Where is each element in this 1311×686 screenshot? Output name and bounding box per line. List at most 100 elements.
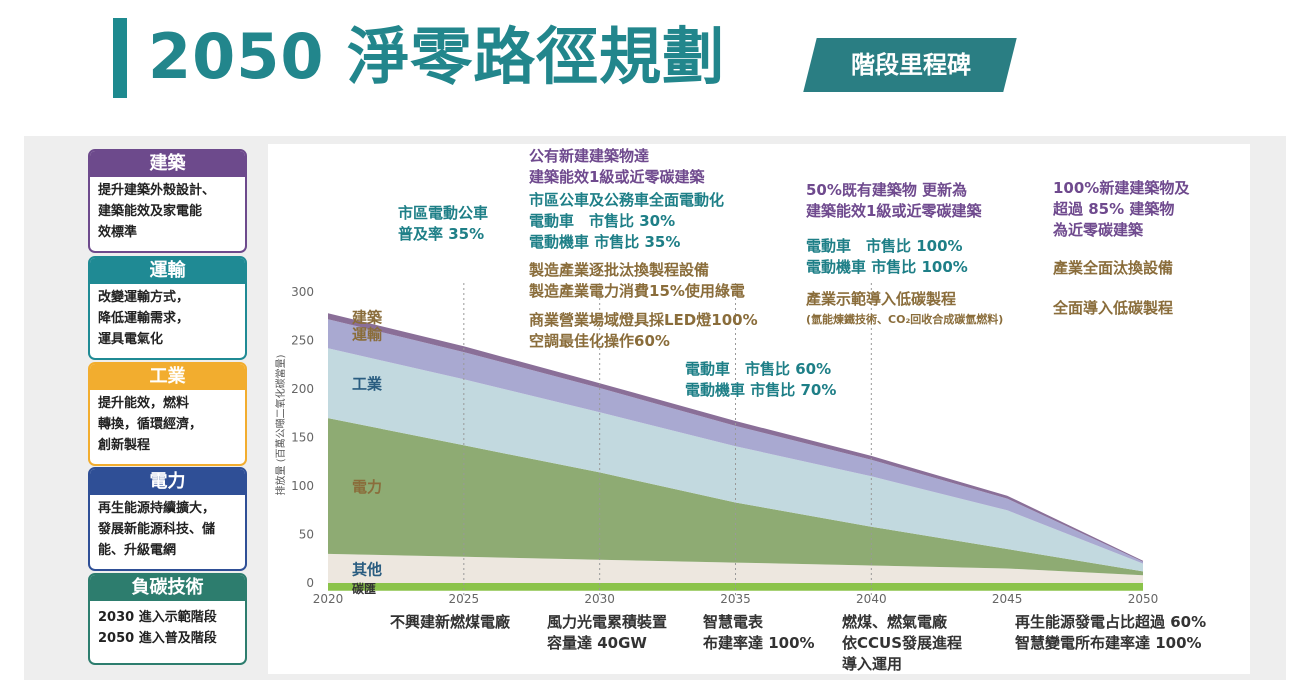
y-tick-label: 150 bbox=[291, 431, 314, 445]
sector-card-power: 電力 再生能源持續擴大， 發展新能源科技、儲 能、升級電網 bbox=[88, 467, 247, 571]
milestone-line: 建築能效1級或近零碳建築 bbox=[806, 202, 982, 220]
x-tick-label: 2020 bbox=[313, 592, 344, 606]
y-tick-label: 0 bbox=[306, 576, 314, 590]
milestone-2050-building: 100%新建建築物及 超過 85% 建築物 為近零碳建築 bbox=[1053, 178, 1189, 241]
sector-line: 發展新能源科技、儲 bbox=[98, 522, 216, 537]
milestone-line: 電動機車 市售比 70% bbox=[685, 381, 837, 399]
milestone-2030-building: 公有新建建築物達 建築能效1級或近零碳建築 bbox=[529, 146, 704, 188]
milestone-line: 市區公車及公務車全面電動化 bbox=[529, 191, 725, 209]
sector-card-transport: 運輸 改變運輸方式， 降低運輸需求， 運具電氣化 bbox=[88, 256, 247, 360]
sector-line: 提升建築外殼設計、 bbox=[98, 183, 216, 198]
milestone-line: 容量達 40GW bbox=[547, 634, 647, 652]
milestone-line: 超過 85% 建築物 bbox=[1053, 200, 1175, 218]
milestone-line: 導入運用 bbox=[842, 655, 903, 673]
series-label: 碳匯 bbox=[352, 581, 376, 596]
milestone-2040-building: 50%既有建築物 更新為 建築能效1級或近零碳建築 bbox=[806, 180, 981, 222]
milestone-line: 製造產業逐批汰換製程設備 bbox=[529, 261, 710, 279]
milestone-line: 為近零碳建築 bbox=[1053, 221, 1144, 239]
milestone-2030-commercial: 商業營業場域燈具採LED燈100% 空調最佳化操作60% bbox=[529, 310, 758, 352]
milestone-line: 50%既有建築物 更新為 bbox=[806, 181, 968, 199]
milestone-line: 全面導入低碳製程 bbox=[1053, 299, 1174, 317]
x-tick-label: 2045 bbox=[992, 592, 1023, 606]
sector-title: 運輸 bbox=[90, 258, 245, 284]
milestone-line: 電動車 市售比 100% bbox=[806, 237, 963, 255]
sector-card-building: 建築 提升建築外殼設計、 建築能效及家電能 效標準 bbox=[88, 149, 247, 253]
x-tick-label: 2050 bbox=[1128, 592, 1159, 606]
x-tick-label: 2035 bbox=[720, 592, 751, 606]
sector-line: 2030 進入示範階段 bbox=[98, 610, 217, 625]
milestone-line: 產業全面汰換設備 bbox=[1053, 259, 1174, 277]
milestone-line: 燃煤、燃氣電廠 bbox=[842, 613, 948, 631]
milestone-bottom-2030: 風力光電累積裝置 容量達 40GW bbox=[547, 612, 667, 654]
series-label: 工業 bbox=[352, 375, 383, 393]
series-label: 電力 bbox=[352, 478, 382, 496]
milestone-bottom-2035: 智慧電表 布建率達 100% bbox=[703, 612, 815, 654]
sector-line: 再生能源持續擴大， bbox=[98, 501, 216, 516]
milestone-2050-equipment: 產業全面汰換設備 bbox=[1053, 258, 1173, 279]
sector-title: 工業 bbox=[90, 364, 245, 390]
milestone-line: (氫能煉鐵技術、CO₂回收合成碳氫燃料) bbox=[806, 313, 1004, 326]
y-tick-label: 250 bbox=[291, 334, 314, 348]
sector-card-industry: 工業 提升能效，燃料 轉換，循環經濟， 創新製程 bbox=[88, 362, 247, 466]
sector-line: 降低運輸需求， bbox=[98, 311, 190, 326]
area-series bbox=[328, 319, 1143, 564]
milestone-2040-industry: 產業示範導入低碳製程 bbox=[806, 289, 956, 310]
y-axis-label: 排放量 (百萬公噸二氧化碳當量) bbox=[274, 354, 287, 495]
x-tick-label: 2040 bbox=[856, 592, 887, 606]
milestone-line: 製造產業電力消費15%使用綠電 bbox=[529, 282, 745, 300]
milestone-line: 風力光電累積裝置 bbox=[547, 613, 668, 631]
milestone-line: 電動機車 市售比 35% bbox=[529, 233, 681, 251]
milestone-2030-industry: 製造產業逐批汰換製程設備 製造產業電力消費15%使用綠電 bbox=[529, 260, 745, 302]
y-tick-label: 300 bbox=[291, 285, 314, 299]
milestone-bottom-2040: 燃煤、燃氣電廠 依CCUS發展進程 導入運用 bbox=[842, 612, 962, 675]
sector-line: 改變運輸方式， bbox=[98, 290, 190, 305]
area-series bbox=[328, 583, 1143, 591]
page-title: 2050 淨零路徑規劃 bbox=[148, 20, 726, 93]
milestone-line: 普及率 35% bbox=[398, 225, 485, 243]
series-label: 其他 bbox=[352, 560, 382, 578]
milestone-line: 再生能源發電占比超過 60% bbox=[1015, 613, 1207, 631]
milestone-line: 100%新建建築物及 bbox=[1053, 179, 1190, 197]
x-tick-label: 2030 bbox=[584, 592, 615, 606]
milestone-line: 智慧電表 bbox=[703, 613, 764, 631]
sector-line: 2050 進入普及階段 bbox=[98, 631, 217, 646]
y-tick-label: 200 bbox=[291, 382, 314, 396]
area-series bbox=[328, 313, 1143, 562]
milestone-2040-transport: 電動車 市售比 100% 電動機車 市售比 100% bbox=[806, 236, 968, 278]
milestone-line: 市區電動公車 bbox=[398, 204, 489, 222]
milestone-2030-transport: 市區公車及公務車全面電動化 電動車 市售比 30% 電動機車 市售比 35% bbox=[529, 190, 724, 253]
milestone-line: 電動機車 市售比 100% bbox=[806, 258, 968, 276]
milestone-2025-bus: 市區電動公車 普及率 35% bbox=[398, 203, 488, 245]
milestone-line: 智慧變電所布建率達 100% bbox=[1015, 634, 1202, 652]
milestone-line: 電動車 市售比 30% bbox=[529, 212, 676, 230]
milestone-line: 產業示範導入低碳製程 bbox=[806, 290, 957, 308]
milestone-line: 依CCUS發展進程 bbox=[842, 634, 963, 652]
series-label: 建築 bbox=[352, 308, 383, 326]
milestone-bottom-2025: 不興建新燃煤電廠 bbox=[390, 612, 510, 633]
milestone-badge: 階段里程碑 bbox=[851, 51, 971, 79]
milestone-2050-process: 全面導入低碳製程 bbox=[1053, 298, 1173, 319]
milestone-line: 建築能效1級或近零碳建築 bbox=[529, 168, 705, 186]
y-tick-label: 100 bbox=[291, 479, 314, 493]
sector-line: 效標準 bbox=[98, 225, 138, 240]
sector-line: 建築能效及家電能 bbox=[98, 204, 203, 219]
sector-line: 轉換，循環經濟， bbox=[98, 417, 203, 432]
milestone-line: 電動車 市售比 60% bbox=[685, 360, 832, 378]
title-accent-bar bbox=[113, 18, 127, 98]
sector-line: 運具電氣化 bbox=[98, 332, 164, 347]
milestone-line: 不興建新燃煤電廠 bbox=[390, 613, 511, 631]
milestone-bottom-2050: 再生能源發電占比超過 60% 智慧變電所布建率達 100% bbox=[1015, 612, 1206, 654]
milestone-line: 空調最佳化操作60% bbox=[529, 332, 670, 350]
area-series bbox=[328, 418, 1143, 576]
sector-line: 提升能效，燃料 bbox=[98, 396, 190, 411]
series-label: 運輸 bbox=[352, 326, 383, 344]
sector-line: 能、升級電網 bbox=[98, 543, 177, 558]
milestone-line: 布建率達 100% bbox=[703, 634, 815, 652]
sector-title: 建築 bbox=[90, 151, 245, 177]
sector-title: 負碳技術 bbox=[90, 575, 245, 601]
sector-card-negative-carbon: 負碳技術 2030 進入示範階段 2050 進入普及階段 bbox=[88, 573, 247, 665]
sector-line: 創新製程 bbox=[98, 438, 151, 453]
y-tick-label: 50 bbox=[299, 528, 314, 542]
milestone-line: 商業營業場域燈具採LED燈100% bbox=[529, 311, 758, 329]
